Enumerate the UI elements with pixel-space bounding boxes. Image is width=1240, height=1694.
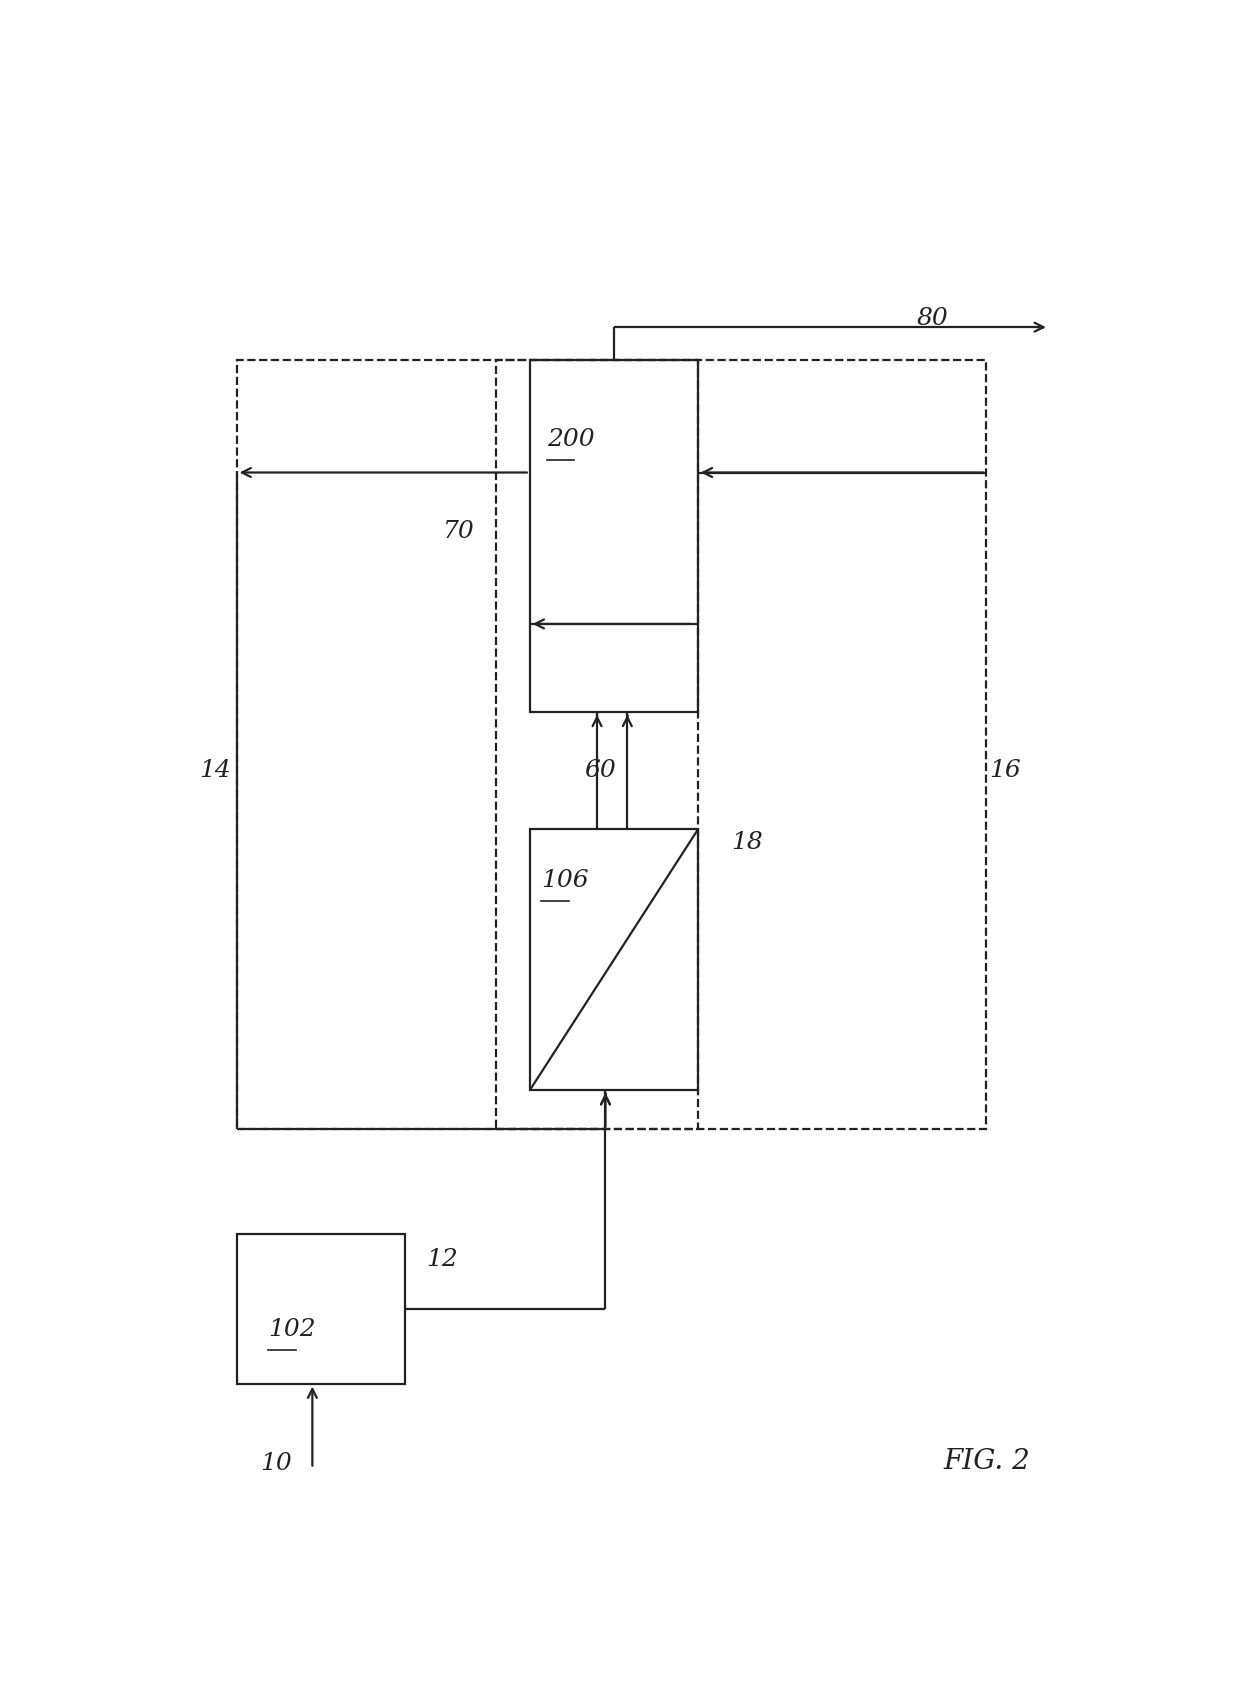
Text: 10: 10 [260,1452,293,1475]
Bar [496,359,986,1130]
Text: 18: 18 [732,832,764,854]
Text: FIG. 2: FIG. 2 [942,1448,1029,1475]
Text: 12: 12 [427,1248,458,1270]
Text: 200: 200 [547,429,595,451]
Text: 16: 16 [990,759,1021,783]
Bar [237,359,698,1130]
Text: 80: 80 [918,307,949,330]
Bar [529,830,698,1091]
Text: 106: 106 [542,869,589,893]
Text: 70: 70 [444,520,475,544]
Text: 102: 102 [268,1318,316,1340]
Text: 14: 14 [200,759,231,783]
Text: 60: 60 [584,759,616,783]
Bar [237,1233,404,1384]
Bar [529,359,698,711]
